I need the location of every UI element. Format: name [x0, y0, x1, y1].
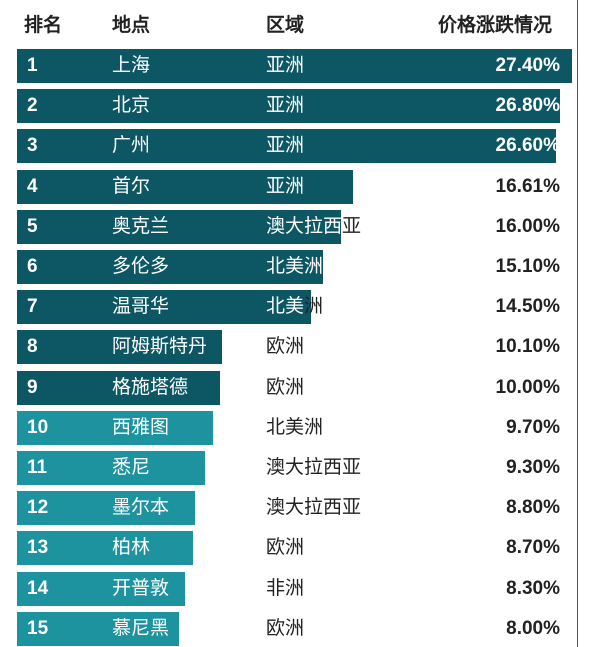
value-bar — [17, 531, 194, 566]
rank-label: 3 — [27, 135, 38, 157]
value-bar — [17, 571, 186, 606]
rank-label: 13 — [27, 537, 49, 559]
rank-label: 12 — [27, 497, 49, 519]
place-label: 广州 — [112, 135, 151, 157]
table-row: 7 温哥华 北美洲 14.50% — [0, 290, 592, 325]
place-label: 悉尼 — [112, 457, 151, 478]
header-price-change: 价格涨跌情况 — [438, 15, 553, 36]
header-region: 区域 — [266, 15, 305, 36]
value-label: 16.61% — [495, 175, 560, 197]
value-bar — [17, 209, 342, 244]
region-label: 亚洲 — [266, 135, 305, 157]
table-row: 6 多伦多 北美洲 15.10% — [0, 250, 592, 284]
rank-label: 14 — [27, 577, 49, 599]
rank-label: 1 — [27, 55, 38, 76]
value-bar — [17, 290, 311, 325]
value-bar — [17, 129, 556, 164]
value-bar — [17, 330, 222, 365]
table-row: 12 墨尔本 澳大拉西亚 8.80% — [0, 491, 592, 526]
table-row: 11 悉尼 澳大拉西亚 9.30% — [0, 451, 592, 485]
table-row: 4 首尔 亚洲 16.61% — [0, 169, 592, 204]
rank-label: 5 — [27, 215, 38, 237]
place-label: 墨尔本 — [112, 497, 170, 519]
value-bar — [17, 89, 560, 124]
table-row: 1 上海 亚洲 27.40% — [0, 49, 592, 83]
rank-label: 11 — [27, 457, 48, 478]
region-label: 北美洲 — [266, 296, 324, 318]
region-label: 欧洲 — [266, 336, 305, 358]
region-label: 澳大拉西亚 — [266, 497, 362, 519]
rank-label: 15 — [27, 617, 49, 639]
value-label: 15.10% — [495, 256, 560, 277]
value-bar — [17, 611, 180, 646]
value-bar — [17, 169, 354, 204]
value-bar — [17, 250, 323, 284]
region-label: 澳大拉西亚 — [266, 457, 362, 478]
table-row: 15 慕尼黑 欧洲 8.00% — [0, 611, 592, 646]
place-label: 慕尼黑 — [112, 617, 170, 639]
rank-label: 6 — [27, 256, 38, 277]
region-label: 欧洲 — [266, 376, 305, 398]
table-row: 3 广州 亚洲 26.60% — [0, 129, 592, 164]
region-label: 非洲 — [266, 577, 305, 599]
region-label: 北美洲 — [266, 256, 324, 277]
rank-label: 2 — [27, 95, 38, 117]
place-label: 温哥华 — [112, 296, 170, 318]
value-label: 8.30% — [506, 577, 560, 599]
value-bar — [17, 410, 214, 445]
value-bar — [17, 49, 572, 83]
value-label: 26.60% — [495, 135, 560, 157]
table-row: 9 格施塔德 欧洲 10.00% — [0, 370, 592, 405]
place-label: 格施塔德 — [112, 376, 189, 398]
value-bar — [17, 491, 196, 526]
table-row: 5 奥克兰 澳大拉西亚 16.00% — [0, 209, 592, 244]
value-label: 8.80% — [506, 497, 560, 519]
value-label: 8.00% — [506, 617, 560, 639]
table-row: 2 北京 亚洲 26.80% — [0, 89, 592, 124]
rank-label: 10 — [27, 416, 49, 438]
place-label: 开普敦 — [112, 577, 170, 599]
place-label: 北京 — [112, 95, 151, 117]
value-label: 8.70% — [506, 537, 560, 559]
value-label: 16.00% — [495, 215, 560, 237]
table-row: 13 柏林 欧洲 8.70% — [0, 531, 592, 566]
header-place: 地点 — [112, 15, 151, 36]
value-label: 10.00% — [495, 376, 560, 398]
place-label: 柏林 — [112, 537, 151, 559]
place-label: 阿姆斯特丹 — [112, 336, 208, 358]
region-label: 亚洲 — [266, 55, 305, 76]
table-row: 8 阿姆斯特丹 欧洲 10.10% — [0, 330, 592, 365]
region-label: 澳大拉西亚 — [266, 215, 362, 237]
header-rank: 排名 — [24, 15, 63, 36]
value-label: 14.50% — [495, 296, 560, 318]
region-label: 北美洲 — [266, 416, 324, 438]
value-label: 9.70% — [506, 416, 560, 438]
region-label: 亚洲 — [266, 175, 305, 197]
value-bar — [17, 370, 220, 405]
region-label: 欧洲 — [266, 617, 305, 639]
rank-label: 8 — [27, 336, 38, 358]
table-row: 10 西雅图 北美洲 9.70% — [0, 410, 592, 445]
right-divider-line — [577, 0, 578, 647]
value-label: 10.10% — [495, 336, 560, 358]
region-label: 亚洲 — [266, 95, 305, 117]
region-label: 欧洲 — [266, 537, 305, 559]
place-label: 奥克兰 — [112, 215, 170, 237]
place-label: 多伦多 — [112, 256, 170, 277]
place-label: 上海 — [112, 55, 151, 76]
value-bar — [17, 451, 206, 485]
table-row: 14 开普敦 非洲 8.30% — [0, 571, 592, 606]
place-label: 西雅图 — [112, 416, 170, 438]
value-label: 9.30% — [506, 457, 560, 478]
rank-label: 7 — [27, 296, 38, 318]
value-label: 27.40% — [495, 55, 560, 76]
rank-label: 4 — [27, 175, 38, 197]
place-label: 首尔 — [112, 175, 151, 197]
rank-label: 9 — [27, 376, 38, 398]
value-label: 26.80% — [495, 95, 560, 117]
